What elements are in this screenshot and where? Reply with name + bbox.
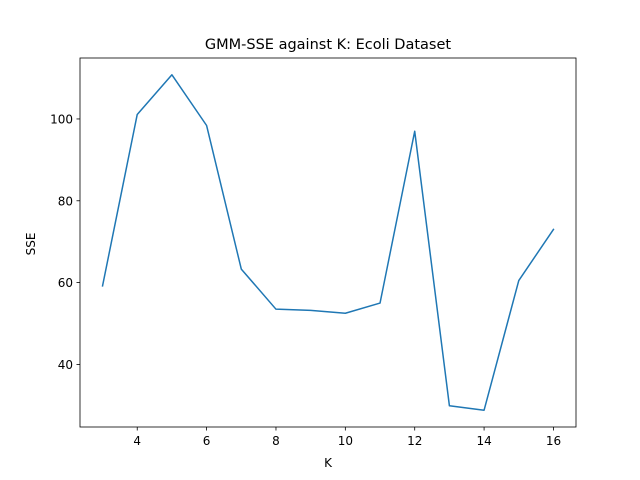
x-tick-label: 6 [203, 434, 211, 448]
x-tick-label: 4 [133, 434, 141, 448]
series-line-0 [101, 74, 555, 411]
plot-frame [79, 57, 577, 428]
x-tick-label: 10 [338, 434, 353, 448]
y-axis-label: SSE [24, 233, 38, 256]
x-tick-label: 14 [476, 434, 491, 448]
x-tick-label: 12 [407, 434, 422, 448]
plot-area: 4 6 8 10 12 14 16 40 60 80 100 [50, 57, 577, 448]
y-tick-label: 100 [50, 112, 73, 126]
y-tick-label: 60 [58, 276, 73, 290]
x-axis-label: K [324, 456, 333, 470]
y-tick-label: 80 [58, 194, 73, 208]
chart-title: GMM-SSE against K: Ecoli Dataset [205, 37, 451, 53]
y-tick-label: 40 [58, 358, 73, 372]
x-tick-label: 16 [546, 434, 561, 448]
x-tick-label: 8 [272, 434, 280, 448]
